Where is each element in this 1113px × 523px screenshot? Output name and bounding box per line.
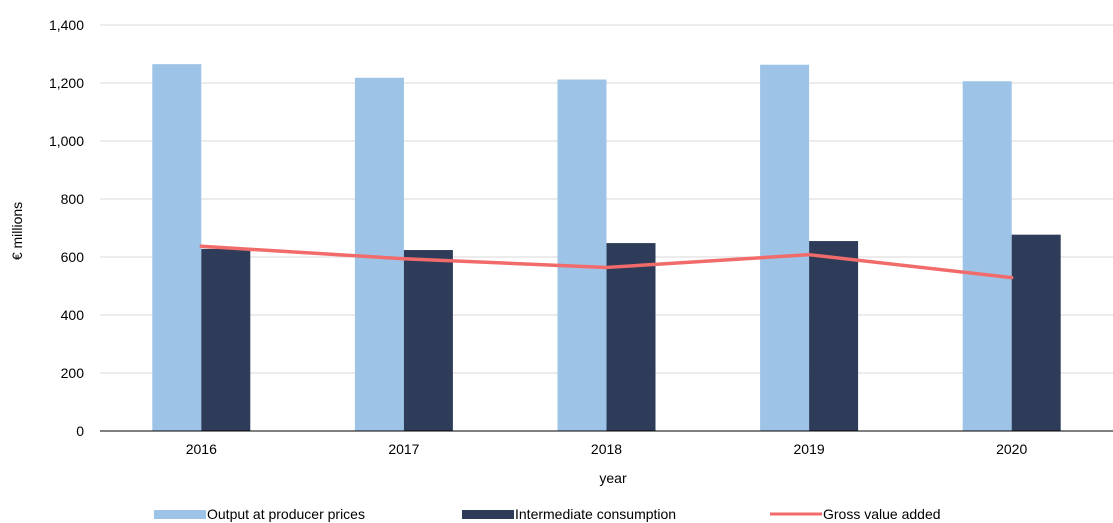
intermediate-bar (201, 248, 251, 431)
y-tick-label: 0 (76, 423, 84, 439)
legend-swatch-output (154, 510, 206, 519)
intermediate-bar (809, 241, 859, 431)
x-axis-title: year (599, 470, 627, 486)
output-bar (962, 81, 1012, 431)
x-tick-label: 2018 (591, 441, 622, 457)
y-tick-label: 400 (61, 307, 85, 323)
y-tick-label: 1,200 (49, 75, 84, 91)
intermediate-bar (606, 243, 656, 431)
legend-swatch-intermediate (462, 510, 514, 519)
y-tick-label: 200 (61, 365, 85, 381)
intermediate-bar (1011, 234, 1061, 431)
x-tick-label: 2020 (996, 441, 1027, 457)
output-bar (354, 77, 404, 431)
x-tick-label: 2017 (388, 441, 419, 457)
output-bar (760, 64, 810, 431)
gross-value-added-line-group (199, 244, 1014, 280)
bars (152, 64, 1061, 432)
y-tick-labels: 0 200 400 600 800 1,000 1,200 1,400 (49, 17, 84, 439)
y-tick-label: 600 (61, 249, 85, 265)
legend-label-gva: Gross value added (823, 506, 941, 522)
output-bar (152, 64, 202, 432)
x-tick-labels: 2016 2017 2018 2019 2020 (186, 441, 1028, 457)
y-axis-title: € millions (9, 202, 25, 260)
legend-label-intermediate: Intermediate consumption (515, 506, 676, 522)
y-tick-label: 1,000 (49, 133, 84, 149)
y-tick-label: 800 (61, 191, 85, 207)
legend-label-output: Output at producer prices (207, 506, 365, 522)
legend: Output at producer prices Intermediate c… (154, 506, 941, 522)
intermediate-bar (403, 250, 453, 431)
output-bar (557, 79, 607, 432)
gross-value-added-line (199, 244, 1014, 280)
y-tick-label: 1,400 (49, 17, 84, 33)
x-tick-label: 2016 (186, 441, 217, 457)
x-tick-label: 2019 (794, 441, 825, 457)
